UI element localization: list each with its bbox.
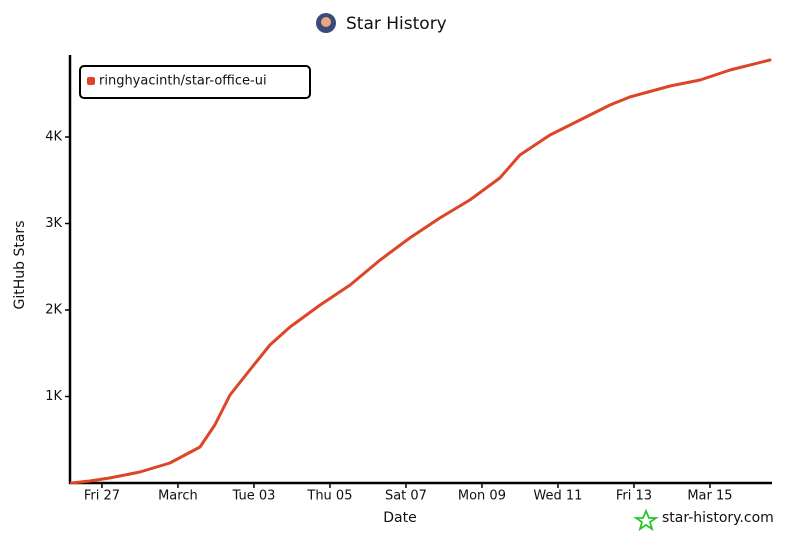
- x-tick-label: Tue 03: [231, 489, 275, 504]
- x-tick-label: Wed 11: [533, 489, 582, 504]
- x-tick-label: Sat 07: [385, 489, 427, 504]
- chart-title: Star History: [346, 14, 447, 34]
- legend-swatch: [87, 77, 95, 85]
- x-tick-label: Thu 05: [306, 489, 352, 504]
- watermark: star-history.com: [662, 510, 774, 526]
- x-tick-label: Fri 13: [616, 489, 652, 504]
- x-tick-label: Mon 09: [458, 489, 506, 504]
- legend-label: ringhyacinth/star-office-ui: [99, 74, 267, 89]
- x-tick-label: Mar 15: [687, 489, 732, 504]
- x-tick-label: March: [158, 489, 198, 504]
- x-axis-label: Date: [383, 510, 416, 526]
- watermark-icon: [633, 508, 659, 532]
- avatar-face: [321, 17, 331, 27]
- y-tick-label: 3K: [45, 216, 62, 231]
- y-tick-label: 4K: [45, 130, 62, 145]
- y-tick-label: 2K: [45, 303, 62, 318]
- legend-box: [79, 65, 311, 99]
- x-tick-label: Fri 27: [84, 489, 120, 504]
- y-axis-label: GitHub Stars: [12, 221, 28, 310]
- y-tick-label: 1K: [45, 389, 62, 404]
- series-line: [70, 58, 772, 485]
